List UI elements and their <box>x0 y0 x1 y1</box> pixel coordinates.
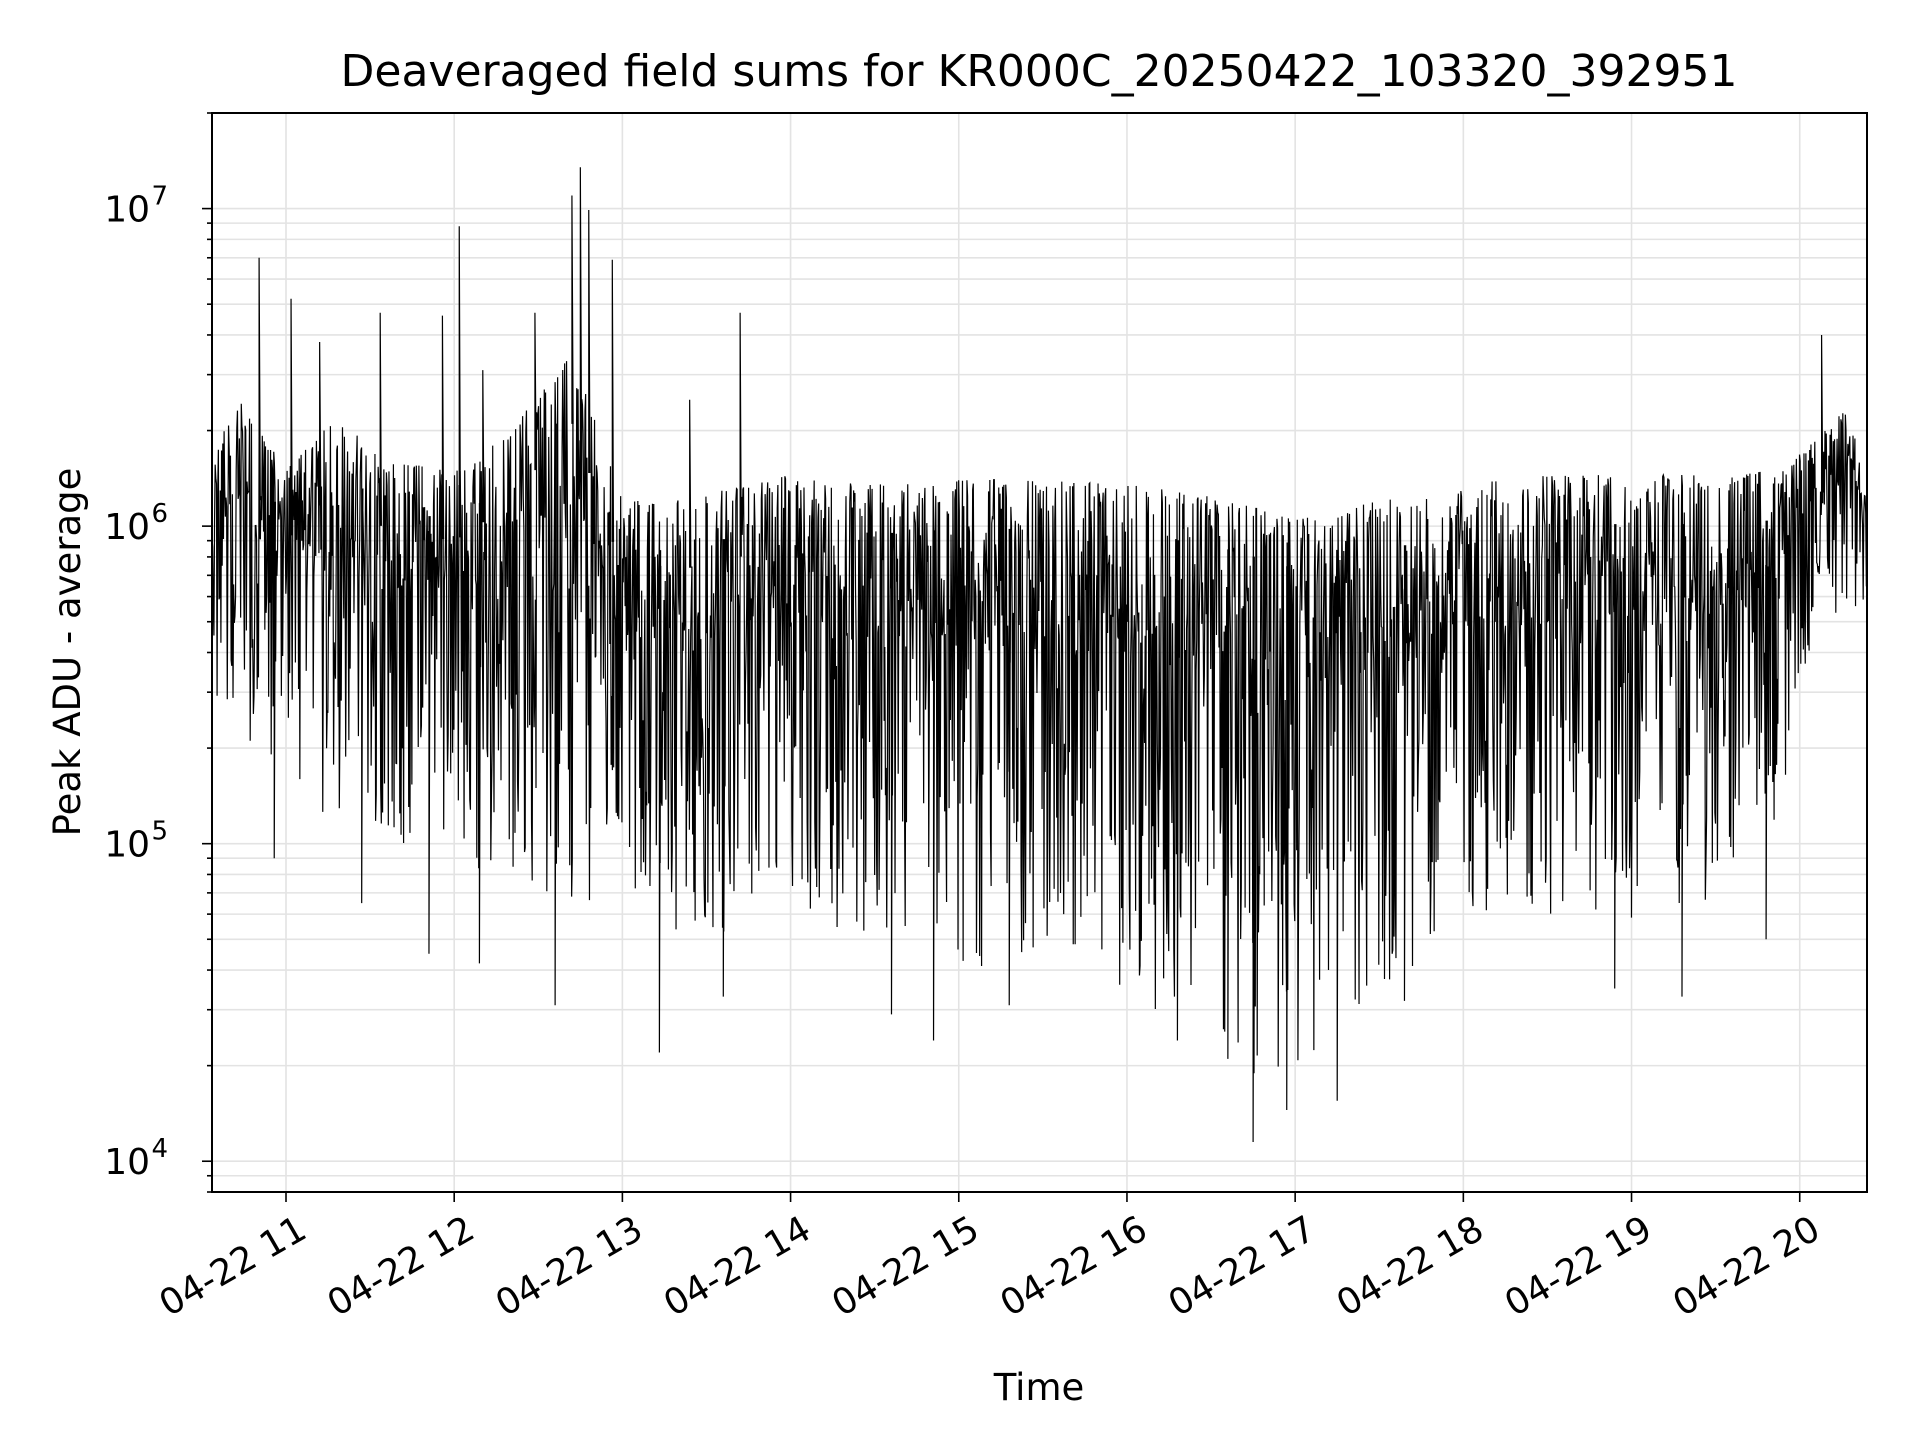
y-axis-label: Peak ADU - average <box>46 468 89 837</box>
x-axis-label: Time <box>993 1366 1085 1409</box>
y-tick-label: 10 <box>104 507 150 548</box>
y-tick-label: 10 <box>104 825 150 866</box>
y-tick-label: 10 <box>104 1142 150 1183</box>
series-line <box>211 167 1868 1142</box>
y-tick-label: 10 <box>104 190 150 231</box>
y-tick-exponent: 6 <box>151 499 168 529</box>
plot-area <box>211 167 1868 1142</box>
y-tick-exponent: 7 <box>151 182 168 212</box>
y-tick-exponent: 5 <box>151 817 168 847</box>
y-tick-exponent: 4 <box>151 1134 168 1164</box>
chart-title: Deaveraged field sums for KR000C_2025042… <box>341 46 1738 97</box>
